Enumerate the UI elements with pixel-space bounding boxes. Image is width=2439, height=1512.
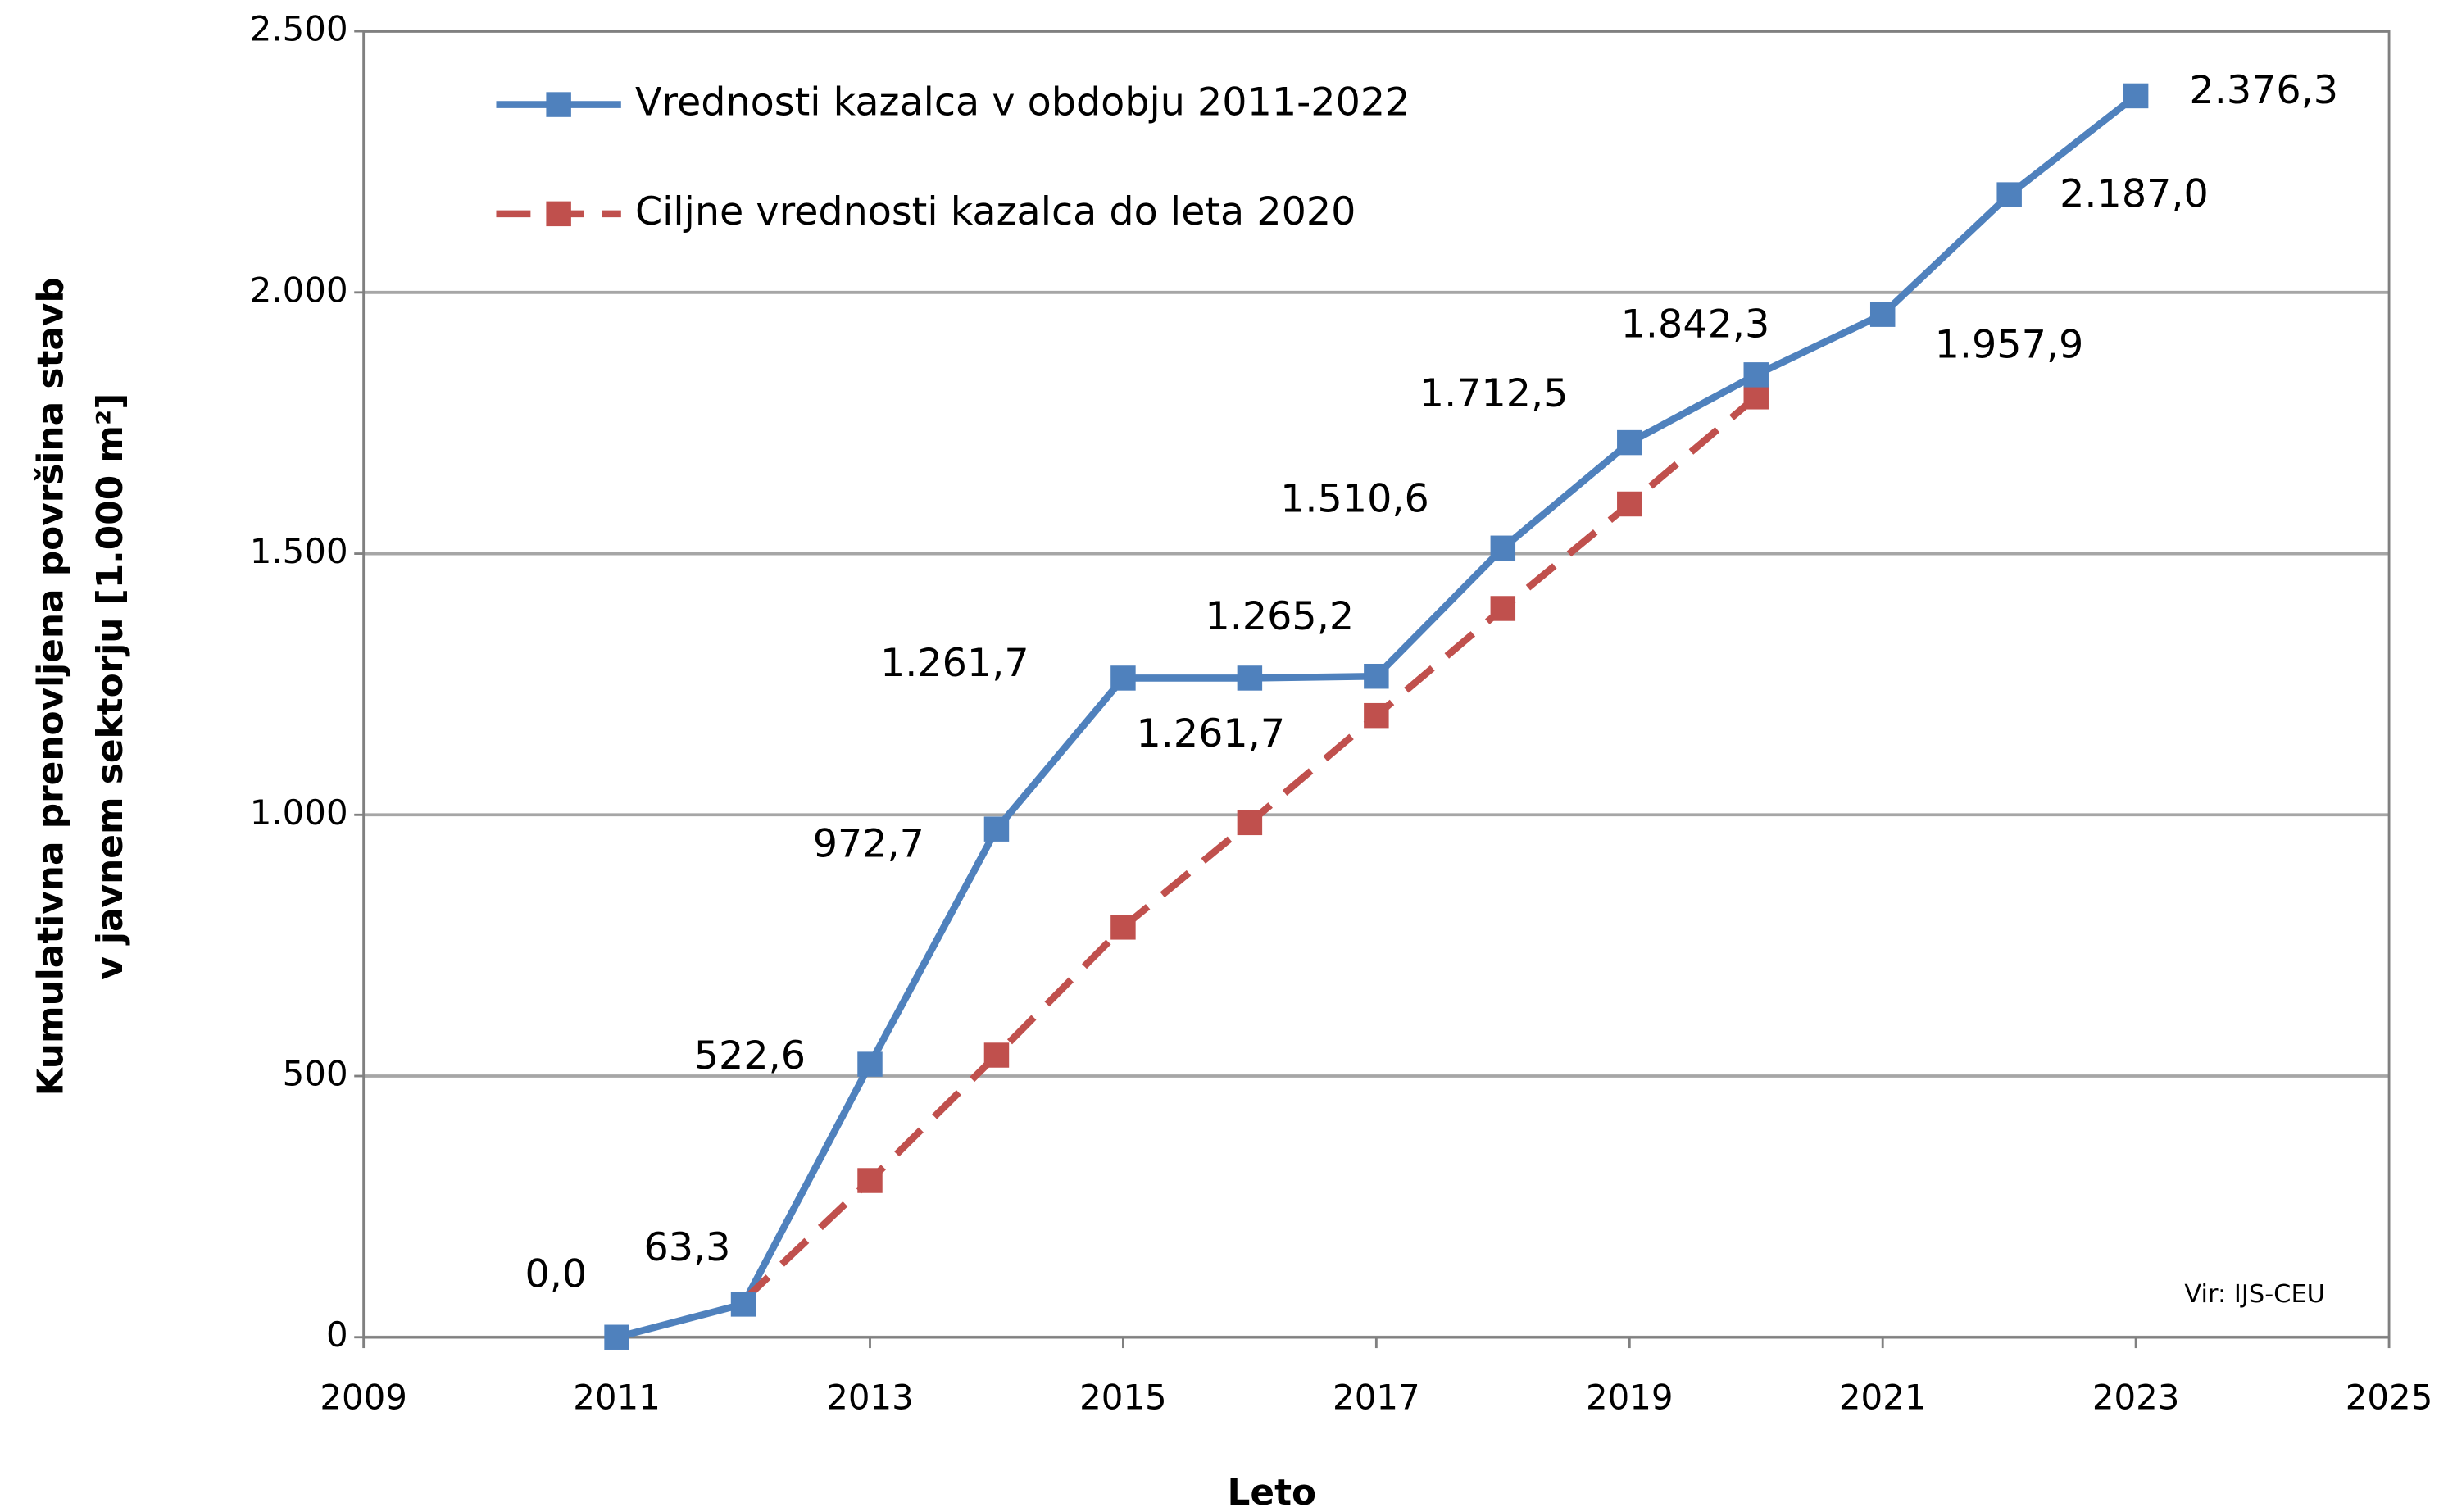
data-label: 1.957,9: [1935, 323, 2084, 368]
x-tick-label: 2023: [2092, 1377, 2180, 1417]
data-label: 1.265,2: [1205, 594, 1354, 639]
x-tick-label: 2017: [1333, 1377, 1420, 1417]
marker: [1617, 429, 1642, 456]
marker: [983, 816, 1010, 842]
x-tick-label: 2011: [573, 1377, 661, 1417]
legend-marker: [546, 92, 571, 117]
data-label: 0,0: [525, 1251, 587, 1296]
data-label: 1.712,5: [1419, 371, 1569, 416]
marker: [857, 1051, 883, 1077]
y-tick-label: 1.500: [250, 531, 348, 571]
y-tick-label: 2.500: [250, 9, 348, 49]
marker: [1110, 665, 1136, 691]
marker: [1743, 384, 1769, 410]
y-tick-label: 1.000: [250, 792, 348, 833]
x-tick-label: 2009: [320, 1377, 407, 1417]
legend-label: Ciljne vrednosti kazalca do leta 2020: [635, 189, 1356, 234]
marker: [1490, 596, 1516, 621]
data-label: 2.187,0: [2060, 172, 2209, 217]
legend-label: Vrednosti kazalca v obdobju 2011-2022: [635, 80, 1410, 125]
marker: [1617, 491, 1642, 517]
y-tick-label: 0: [326, 1314, 348, 1355]
data-label: 972,7: [813, 822, 924, 867]
marker: [1996, 182, 2022, 207]
x-axis-label: Leto: [1227, 1472, 1316, 1512]
y-axis-label: Kumulativna prenovljena površina stavb: [30, 277, 72, 1096]
x-tick-label: 2015: [1079, 1377, 1167, 1417]
x-tick-label: 2019: [1586, 1377, 1674, 1417]
x-tick-label: 2025: [2346, 1377, 2433, 1417]
marker: [1110, 915, 1136, 940]
marker: [857, 1168, 883, 1193]
legend-marker: [546, 201, 571, 227]
marker: [983, 1042, 1010, 1068]
y-tick-label: 500: [283, 1054, 348, 1094]
marker: [2123, 83, 2149, 109]
data-label: 522,6: [694, 1033, 806, 1078]
marker: [1237, 665, 1263, 691]
marker: [1743, 362, 1769, 388]
data-label: 2.376,3: [2189, 68, 2338, 113]
marker: [1364, 702, 1389, 729]
y-tick-label: 2.000: [250, 270, 348, 310]
x-tick-label: 2013: [826, 1377, 914, 1417]
x-tick-label: 2021: [1839, 1377, 1927, 1417]
y-axis-label: v javnem sektorju [1.000 m²]: [89, 393, 131, 980]
data-label: 1.261,7: [880, 641, 1029, 686]
data-label: 1.510,6: [1280, 477, 1429, 522]
marker: [730, 1292, 756, 1317]
data-label: 1.842,3: [1621, 302, 1770, 347]
marker: [1490, 535, 1516, 561]
marker: [1237, 810, 1263, 836]
marker: [1364, 663, 1389, 689]
source-note: Vir: IJS-CEU: [2184, 1280, 2325, 1309]
marker: [604, 1324, 629, 1350]
marker: [1869, 302, 1896, 327]
data-label: 63,3: [643, 1225, 730, 1270]
data-label: 1.261,7: [1136, 711, 1285, 756]
